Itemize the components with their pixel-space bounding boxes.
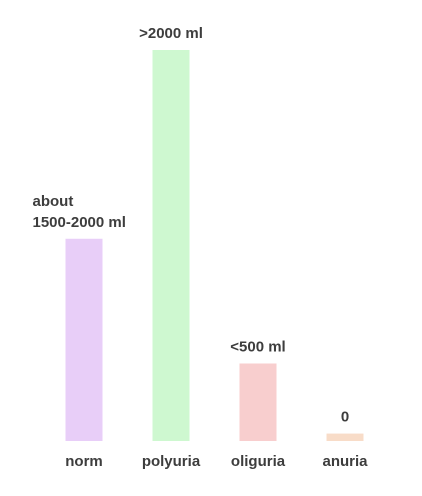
value-label-oliguria: <500 ml <box>230 338 285 355</box>
bar-oliguria <box>239 363 277 441</box>
value-label-polyuria: >2000 ml <box>139 25 203 42</box>
category-label-polyuria: polyuria <box>142 453 201 470</box>
value-labels-group: about 1500-2000 ml >2000 ml <500 ml 0 <box>33 25 350 426</box>
bar-norm <box>65 238 103 441</box>
category-label-anuria: anuria <box>322 453 368 470</box>
category-label-oliguria: oliguria <box>231 453 286 470</box>
category-labels-group: norm polyuria oliguria anuria <box>65 453 368 470</box>
value-label-norm-line-1: about <box>33 193 74 210</box>
bars-group <box>65 50 364 441</box>
category-label-norm: norm <box>65 453 103 470</box>
bar-polyuria <box>152 50 190 441</box>
bar-anuria <box>326 433 364 441</box>
value-label-anuria: 0 <box>341 409 349 426</box>
value-label-norm-line-2: 1500-2000 ml <box>33 214 126 231</box>
